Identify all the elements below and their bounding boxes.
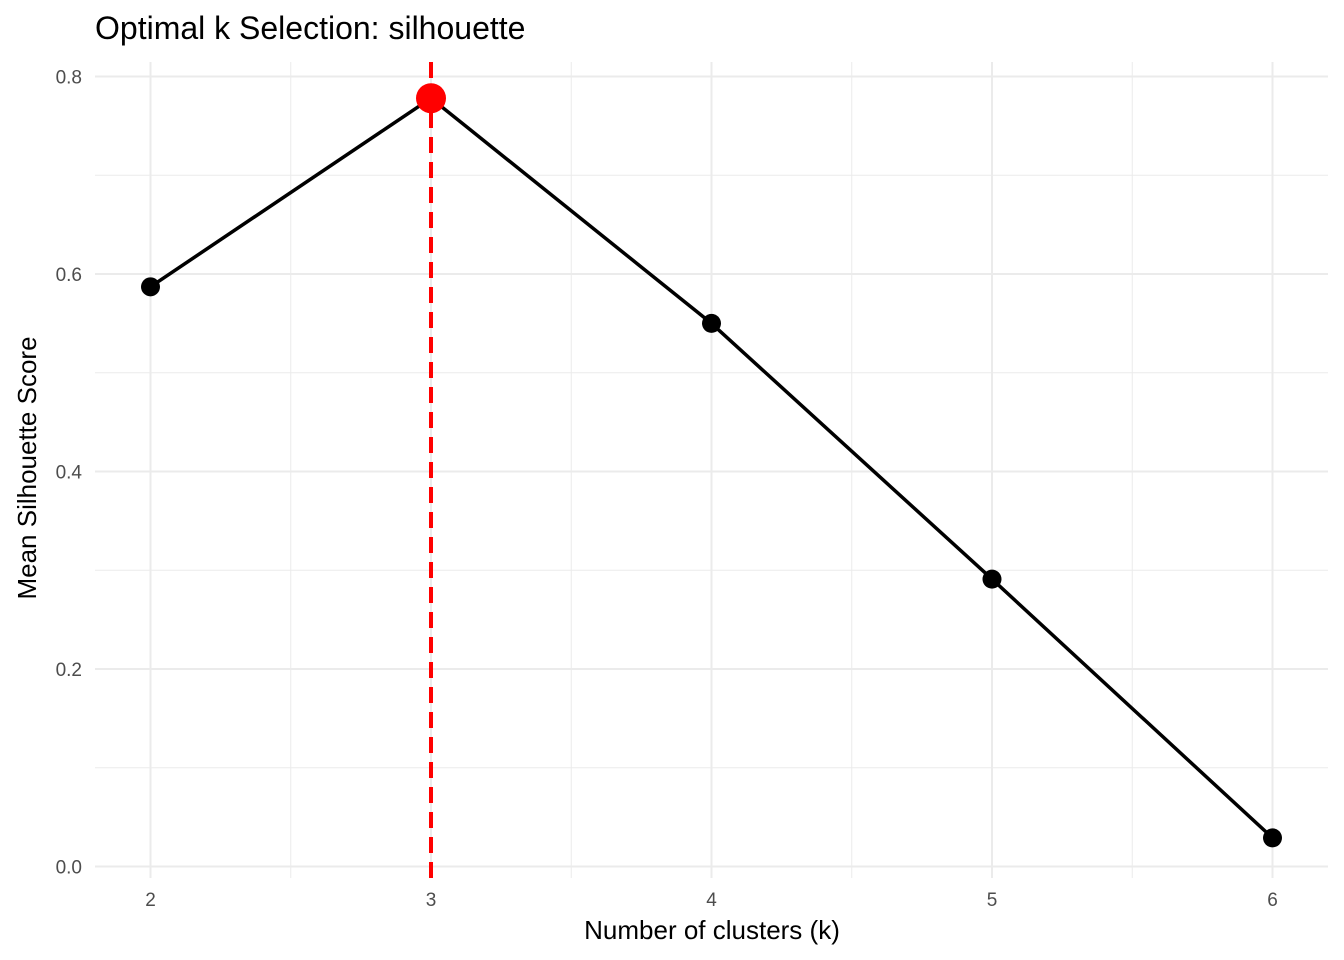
y-tick-label: 0.6: [56, 265, 82, 286]
grid-major: [95, 62, 1328, 878]
y-tick-label: 0.0: [56, 858, 82, 879]
x-tick-label: 2: [145, 890, 156, 911]
chart-title: Optimal k Selection: silhouette: [95, 10, 525, 46]
x-tick-label: 5: [987, 890, 998, 911]
data-point: [982, 569, 1002, 589]
y-axis-title: Mean Silhouette Score: [12, 336, 42, 599]
x-tick-label: 3: [426, 890, 437, 911]
y-tick-label: 0.8: [56, 68, 82, 89]
x-tick-label: 4: [706, 890, 717, 911]
y-tick-label: 0.2: [56, 660, 82, 681]
optimal-point: [416, 83, 446, 114]
tick-labels: 2 3 4 5 6 0.0 0.2 0.4 0.6 0.8: [56, 68, 1278, 912]
data-point: [702, 313, 721, 333]
series: [141, 83, 1282, 848]
x-axis-title: Number of clusters (k): [584, 915, 840, 945]
data-point: [141, 277, 160, 297]
y-tick-label: 0.4: [56, 463, 83, 484]
x-tick-label: 6: [1267, 890, 1278, 911]
data-point: [1263, 828, 1282, 848]
